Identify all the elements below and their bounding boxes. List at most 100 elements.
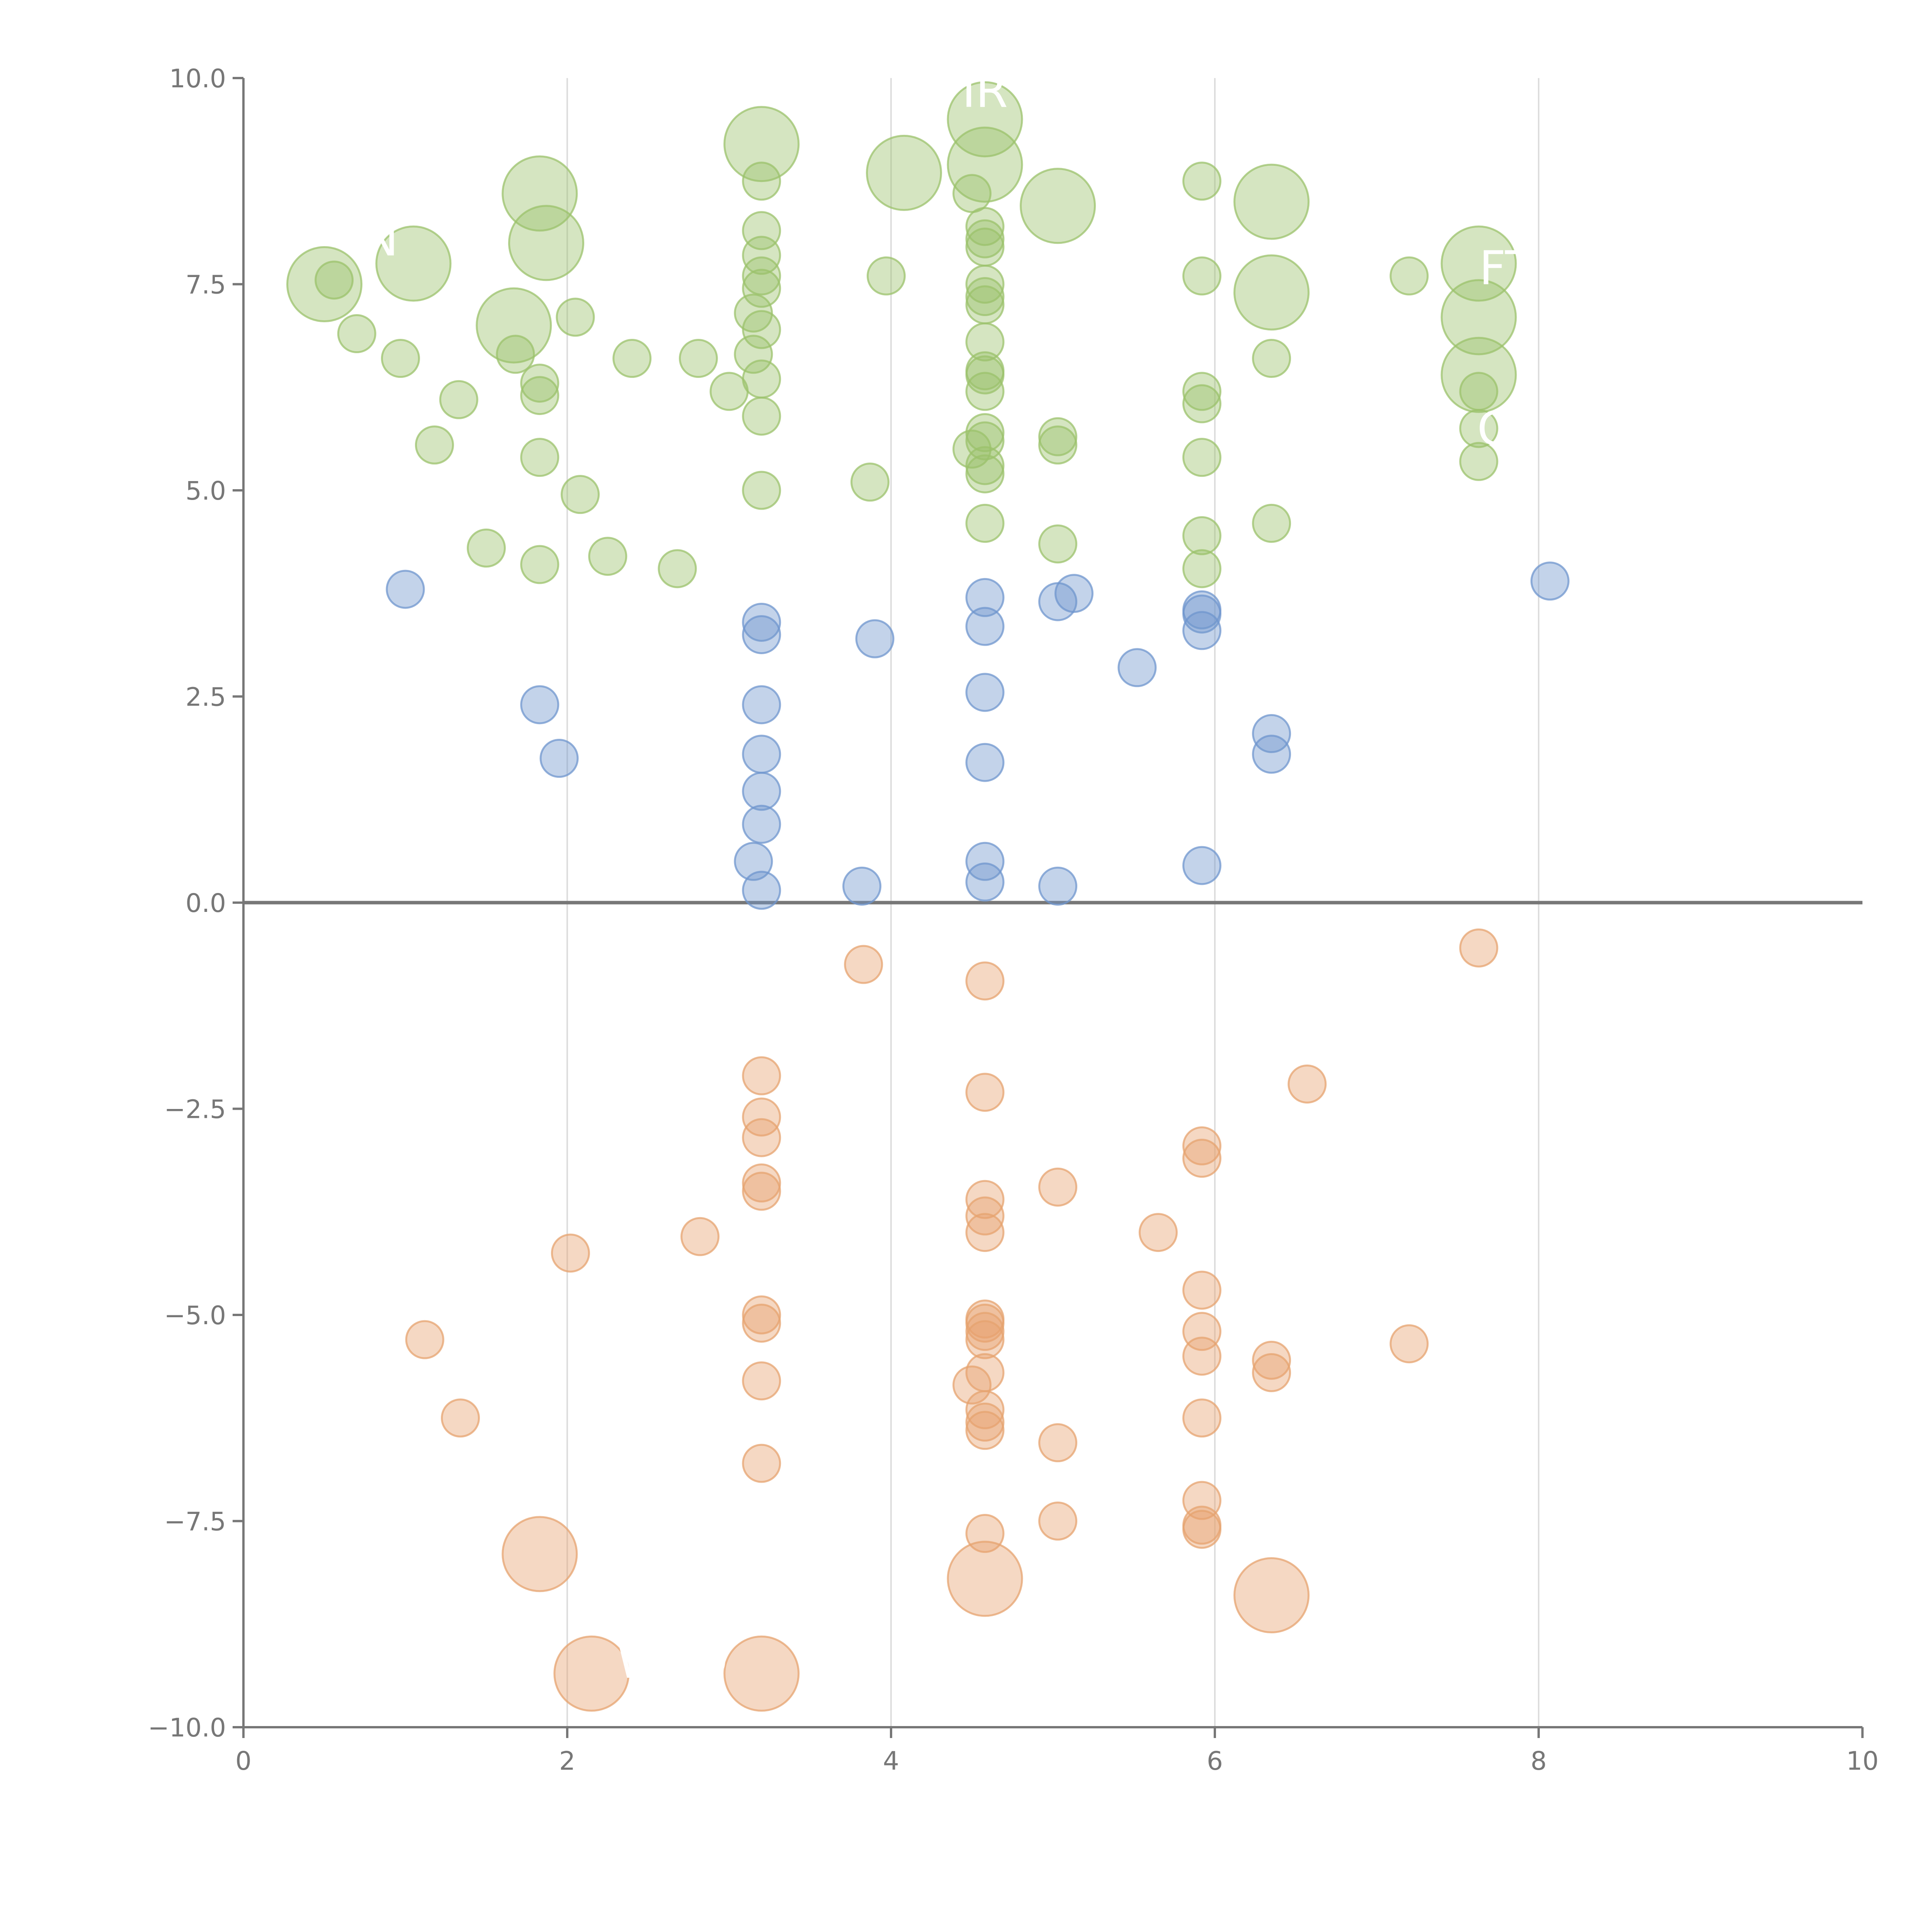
negative-bubble xyxy=(1182,1139,1221,1178)
positive-low-bubble xyxy=(1038,866,1078,906)
positive-high-bubble xyxy=(1440,225,1517,302)
positive-low-bubble xyxy=(1182,846,1221,885)
negative-bubble xyxy=(965,1390,1005,1429)
y-tick-label: 7.5 xyxy=(185,270,226,300)
negative-bubble xyxy=(742,1303,781,1343)
y-tick-label: 5.0 xyxy=(185,476,226,506)
positive-high-bubble xyxy=(965,413,1005,452)
positive-high-bubble xyxy=(1182,516,1221,555)
positive-high-bubble xyxy=(476,287,552,364)
positive-high-bubble xyxy=(965,454,1005,493)
positive-high-bubble xyxy=(742,256,781,296)
positive-low-bubble xyxy=(742,804,781,844)
positive-low-bubble xyxy=(742,871,781,910)
positive-low-bubble xyxy=(539,739,579,778)
positive-high-bubble xyxy=(1252,503,1291,543)
negative-bubble xyxy=(965,1196,1005,1236)
negative-bubble xyxy=(965,1213,1005,1252)
bubble-label: FT xyxy=(1479,242,1534,296)
negative-bubble xyxy=(1038,1423,1078,1463)
bubble-label: IR xyxy=(962,65,1008,118)
negative-bubble xyxy=(947,1541,1023,1617)
y-tick-label: 10.0 xyxy=(169,64,226,94)
positive-high-bubble xyxy=(508,205,585,281)
positive-high-bubble xyxy=(742,359,781,399)
positive-high-bubble xyxy=(337,314,376,354)
positive-high-bubble xyxy=(415,425,454,465)
positive-high-bubble xyxy=(866,256,906,296)
x-tick-label: 8 xyxy=(1531,1746,1547,1776)
positive-low-bubble xyxy=(520,685,560,724)
negative-bubble xyxy=(742,1361,781,1401)
negative-bubble xyxy=(742,1172,781,1211)
positive-high-bubble xyxy=(612,339,652,378)
positive-high-bubble xyxy=(1459,409,1498,448)
positive-low-bubble xyxy=(742,772,781,811)
y-tick-label: −10.0 xyxy=(148,1713,226,1743)
positive-low-bubble xyxy=(734,842,773,881)
positive-high-bubble xyxy=(1038,425,1078,465)
negative-bubble xyxy=(680,1217,720,1256)
negative-bubble xyxy=(723,1635,800,1712)
negative-bubble xyxy=(965,1411,1005,1450)
positive-high-bubble xyxy=(866,134,942,211)
positive-high-bubble xyxy=(381,339,420,378)
positive-low-bubble xyxy=(1252,735,1291,774)
positive-low-bubble xyxy=(386,570,425,609)
negative-bubble xyxy=(502,1516,578,1592)
x-tick-label: 2 xyxy=(559,1746,575,1776)
positive-low-bubble xyxy=(965,842,1005,881)
negative-bubble xyxy=(742,1118,781,1157)
positive-high-bubble xyxy=(439,380,478,419)
bubble-label: WAD xyxy=(617,1635,728,1689)
positive-high-bubble xyxy=(1182,256,1221,296)
y-tick-label: 2.5 xyxy=(185,682,226,712)
positive-high-bubble xyxy=(588,537,628,576)
positive-high-bubble xyxy=(1233,163,1310,240)
positive-high-bubble xyxy=(679,339,718,378)
positive-high-bubble xyxy=(375,225,452,302)
positive-high-bubble xyxy=(315,260,354,300)
positive-high-bubble xyxy=(1038,417,1078,456)
positive-high-bubble xyxy=(965,277,1005,316)
positive-high-bubble xyxy=(467,528,506,568)
negative-bubble xyxy=(553,1635,630,1712)
positive-high-bubble xyxy=(1233,254,1310,331)
positive-low-bubble xyxy=(965,862,1005,902)
positive-high-bubble xyxy=(742,396,781,436)
negative-bubble xyxy=(1459,928,1498,968)
positive-high-bubble xyxy=(965,219,1005,259)
positive-high-bubble xyxy=(952,429,992,469)
negative-bubble xyxy=(1182,1270,1221,1310)
positive-high-bubble xyxy=(965,355,1005,395)
positive-high-bubble xyxy=(742,310,781,349)
positive-high-bubble xyxy=(965,227,1005,267)
negative-bubble xyxy=(1389,1324,1429,1364)
bubble-label: N xyxy=(364,213,398,267)
negative-bubble xyxy=(742,1295,781,1335)
positive-low-bubble xyxy=(842,866,882,906)
positive-low-bubble xyxy=(1182,594,1221,634)
negative-bubble xyxy=(965,1402,1005,1442)
positive-high-bubble xyxy=(1182,549,1221,588)
positive-high-bubble xyxy=(1182,438,1221,477)
positive-high-bubble xyxy=(496,335,535,374)
positive-low-bubble xyxy=(1117,648,1157,687)
negative-bubble xyxy=(1252,1353,1291,1392)
axes: 0 2 4 6 8 10 −10.0 −7.5 −5.0 −2.5 0.0 2.5 5.0 7.5 10.0 xyxy=(148,64,1879,1776)
positive-low-bubble xyxy=(742,602,781,642)
positive-low-bubble xyxy=(965,673,1005,712)
positive-low-bubble xyxy=(1530,561,1570,601)
y-tick-label: −5.0 xyxy=(164,1301,226,1330)
positive-high-bubble xyxy=(561,475,600,514)
negative-bubble xyxy=(965,1312,1005,1351)
positive-high-bubble xyxy=(850,463,890,502)
negative-bubble xyxy=(1182,1398,1221,1438)
bubble-label: C xyxy=(1477,403,1510,456)
positive-low-bubble xyxy=(742,615,781,654)
negative-bubble xyxy=(742,1056,781,1095)
positive-low-bubble xyxy=(965,607,1005,646)
negative-bubble xyxy=(1182,1337,1221,1376)
positive-high-bubble xyxy=(965,372,1005,411)
positive-high-bubble xyxy=(520,364,560,403)
